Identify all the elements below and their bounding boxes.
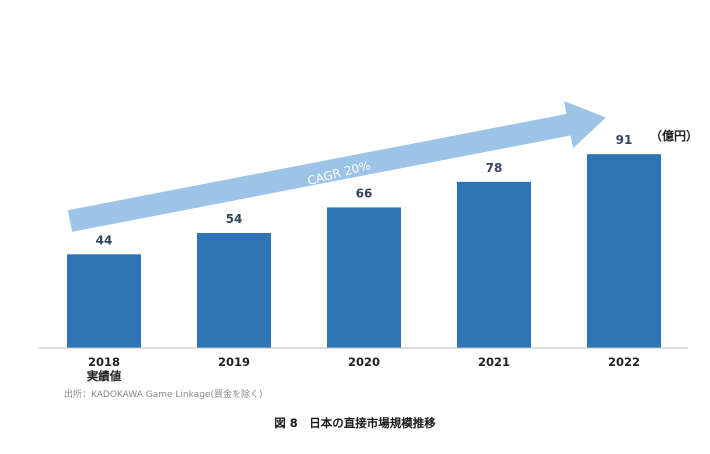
bar-4 bbox=[587, 154, 661, 348]
unit-label: （億円） bbox=[650, 128, 698, 143]
figure-caption: 図 8 日本の直接市場規模推移 bbox=[274, 416, 436, 430]
x-tick-label-0-sub: 実績値 bbox=[87, 369, 122, 383]
bar-0 bbox=[67, 254, 141, 348]
source-note: 出所：KADOKAWA Game Linkage(買金を除く) bbox=[64, 390, 263, 400]
bars bbox=[67, 154, 661, 348]
value-label-3: 78 bbox=[486, 161, 503, 175]
x-tick-label-1: 2019 bbox=[218, 355, 250, 369]
x-tick-label-0: 2018 bbox=[88, 355, 120, 369]
bar-3 bbox=[457, 181, 531, 348]
value-labels: 44 54 66 78 91 bbox=[96, 133, 633, 247]
cagr-arrow bbox=[67, 101, 606, 232]
x-tick-label-3: 2021 bbox=[478, 355, 510, 369]
value-label-1: 54 bbox=[226, 212, 243, 226]
value-label-0: 44 bbox=[96, 233, 113, 247]
x-tick-label-2: 2020 bbox=[348, 355, 380, 369]
bar-1 bbox=[197, 232, 271, 348]
x-tick-label-4: 2022 bbox=[608, 355, 640, 369]
cagr-arrow-shape bbox=[67, 101, 606, 232]
bar-2 bbox=[327, 207, 401, 348]
value-label-4: 91 bbox=[616, 133, 633, 147]
value-label-2: 66 bbox=[356, 186, 373, 200]
